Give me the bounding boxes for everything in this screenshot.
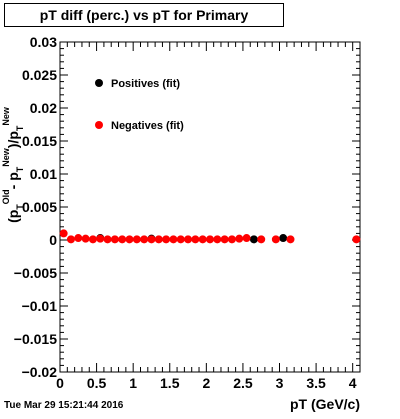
y-tick-label: −0.02 bbox=[22, 364, 58, 380]
positive-point bbox=[249, 235, 258, 244]
x-tick-label: 3 bbox=[276, 375, 284, 391]
y-tick-label: −0.015 bbox=[14, 331, 57, 347]
y-tick-label: 0 bbox=[49, 232, 57, 248]
legend-marker bbox=[95, 121, 103, 129]
negative-point bbox=[88, 235, 97, 244]
y-tick-label: 0.01 bbox=[30, 166, 57, 182]
negative-point bbox=[242, 234, 251, 243]
x-axis-label: pT (GeV/c) bbox=[289, 396, 360, 412]
negative-point bbox=[118, 235, 127, 244]
y-axis-label-part: (p bbox=[5, 210, 21, 223]
x-tick-label: 4 bbox=[349, 375, 357, 391]
x-tick-label: 1 bbox=[129, 375, 137, 391]
chart-title: pT diff (perc.) vs pT for Primary bbox=[39, 7, 249, 23]
y-axis-label-part: )/p bbox=[5, 131, 21, 148]
plot-frame bbox=[59, 41, 361, 373]
negative-point bbox=[103, 235, 112, 244]
y-tick-label: 0.005 bbox=[22, 199, 57, 215]
x-tick-label: 0.5 bbox=[87, 375, 107, 391]
legend-entry: Negatives (fit) bbox=[111, 120, 184, 132]
x-tick-label: 1.5 bbox=[160, 375, 180, 391]
negative-point bbox=[213, 235, 222, 244]
y-axis-label-part: New bbox=[1, 106, 11, 126]
negative-point bbox=[191, 235, 200, 244]
y-axis-label: (pTOld- pTNew)/pTNew bbox=[1, 106, 25, 223]
y-axis-label-part: T bbox=[15, 166, 25, 172]
negative-point bbox=[132, 235, 141, 244]
y-axis-label-part: New bbox=[1, 147, 11, 167]
negative-point bbox=[206, 235, 214, 244]
negative-point bbox=[147, 235, 156, 244]
y-axis-label-part: Old bbox=[1, 189, 11, 204]
negative-point bbox=[96, 234, 105, 243]
negative-point bbox=[66, 235, 75, 244]
negative-point bbox=[271, 235, 280, 244]
negative-point bbox=[81, 234, 90, 243]
y-tick-label: 0.015 bbox=[22, 133, 57, 149]
y-tick-label: −0.005 bbox=[14, 265, 57, 281]
negative-point bbox=[220, 235, 229, 244]
negative-point bbox=[176, 235, 185, 244]
y-axis-label-part: - p bbox=[5, 172, 21, 189]
y-tick-label: −0.01 bbox=[22, 298, 58, 314]
negative-point bbox=[235, 234, 244, 243]
timestamp: Tue Mar 29 15:21:44 2016 bbox=[4, 400, 124, 411]
x-tick-label: 3.5 bbox=[306, 375, 326, 391]
negative-point bbox=[110, 235, 119, 244]
negative-point bbox=[74, 234, 83, 243]
x-tick-label: 0 bbox=[56, 375, 64, 391]
y-axis-label-part: T bbox=[15, 204, 25, 210]
negative-point bbox=[198, 235, 207, 244]
y-tick-label: 0.025 bbox=[22, 67, 57, 83]
y-axis-label-part: T bbox=[15, 125, 25, 131]
positive-point bbox=[279, 234, 288, 243]
x-tick-label: 2.5 bbox=[233, 375, 253, 391]
negative-point bbox=[140, 235, 149, 244]
x-tick-label: 2 bbox=[202, 375, 210, 391]
negative-point bbox=[184, 235, 193, 244]
negative-point bbox=[59, 229, 68, 238]
negative-point bbox=[227, 235, 236, 244]
y-tick-label: 0.03 bbox=[30, 34, 57, 50]
negative-point bbox=[162, 235, 171, 244]
negative-point bbox=[154, 235, 163, 244]
legend-entry: Positives (fit) bbox=[111, 78, 180, 90]
chart-title-box: pT diff (perc.) vs pT for Primary bbox=[4, 3, 284, 27]
negative-point bbox=[352, 235, 361, 244]
negative-point bbox=[125, 235, 134, 244]
negative-point bbox=[169, 235, 178, 244]
negative-point bbox=[286, 235, 295, 244]
negative-point bbox=[257, 235, 266, 244]
legend-marker bbox=[95, 79, 103, 87]
y-tick-label: 0.02 bbox=[30, 100, 57, 116]
